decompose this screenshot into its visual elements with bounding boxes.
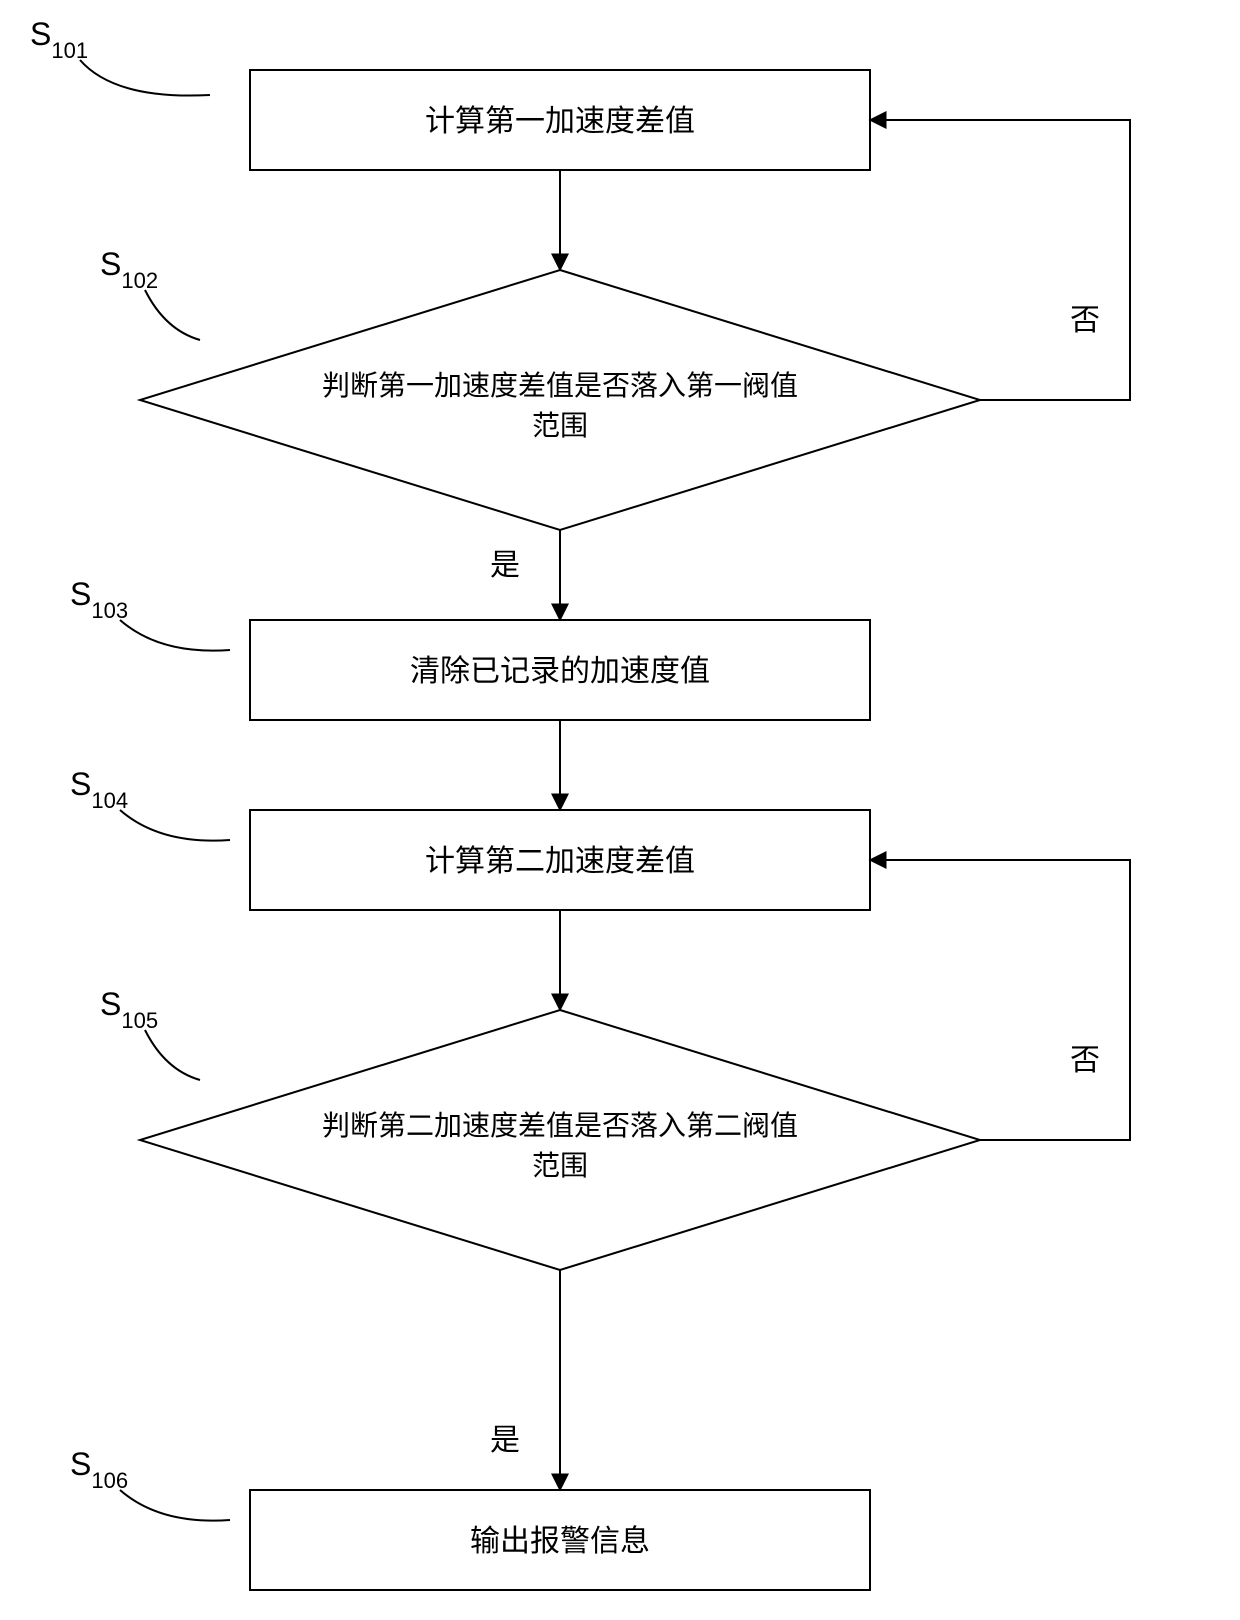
node-s101-text: 计算第一加速度差值 [425,105,695,138]
callout-s103 [120,620,230,651]
step-label-s102: S102 [100,246,158,293]
edge-s102-no [870,120,1130,400]
step-label-s101: S101 [30,16,88,63]
callout-s106 [120,1490,230,1521]
edge-s105-no-label: 否 [1070,1044,1100,1077]
step-label-s105: S105 [100,986,158,1033]
edge-s102-no-label: 否 [1070,304,1100,337]
node-s103-text: 清除已记录的加速度值 [410,655,710,688]
flowchart: 计算第一加速度差值 判断第一加速度差值是否落入第一阀值 范围 是 否 清除已记录… [0,0,1240,1620]
callout-s105 [145,1030,200,1080]
callout-s104 [120,810,230,841]
callout-s101 [80,60,210,96]
step-label-s103: S103 [70,576,128,623]
step-label-s106: S106 [70,1446,128,1493]
edge-s102-yes-label: 是 [490,549,520,582]
node-s105-line2: 范围 [532,1150,588,1181]
edge-s105-yes-label: 是 [490,1424,520,1457]
node-s102-line1: 判断第一加速度差值是否落入第一阀值 [322,370,798,401]
edge-s105-no [870,860,1130,1140]
node-s102-line2: 范围 [532,410,588,441]
node-s105-line1: 判断第二加速度差值是否落入第二阀值 [322,1110,798,1141]
node-s106-text: 输出报警信息 [470,1525,650,1558]
callout-s102 [145,290,200,340]
node-s104-text: 计算第二加速度差值 [425,845,695,878]
step-label-s104: S104 [70,766,128,813]
